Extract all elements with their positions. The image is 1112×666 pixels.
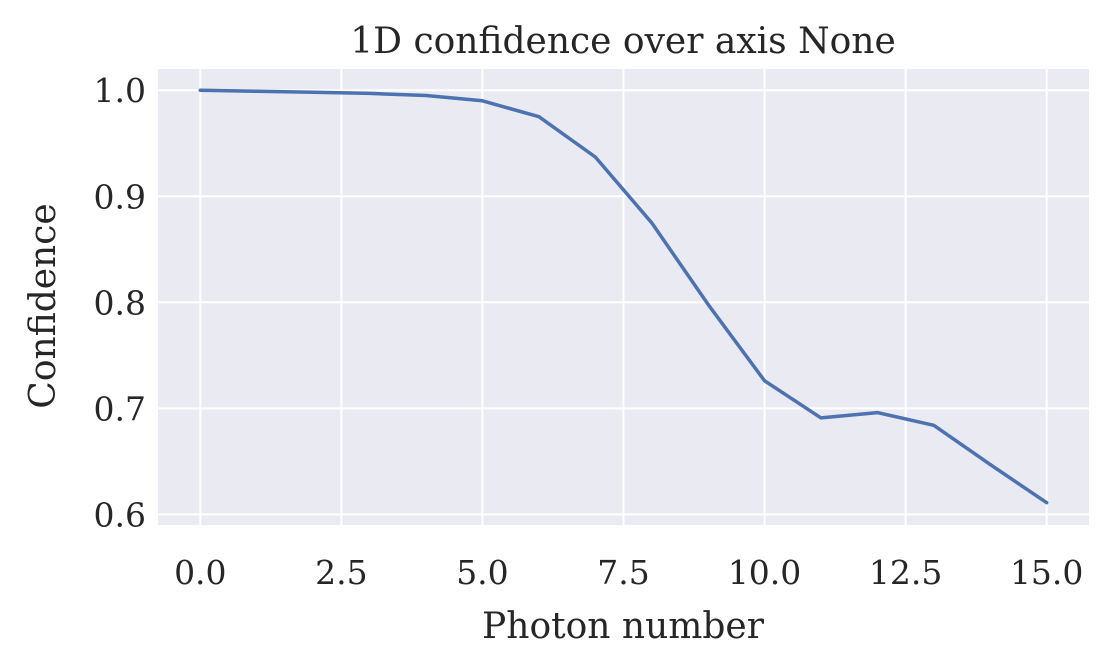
x-axis-label: Photon number: [482, 606, 765, 647]
y-axis-label: Confidence: [23, 203, 64, 408]
y-tick-label: 0.7: [94, 389, 146, 428]
x-tick-label: 7.5: [597, 553, 649, 592]
y-tick-label: 1.0: [94, 71, 146, 110]
series-layer: [198, 88, 1049, 505]
y-tick-label: 0.6: [94, 495, 146, 534]
x-tick-labels: 0.0 2.5 5.0 7.5 10.0 12.5 15.0: [174, 553, 1083, 592]
series-line: [198, 88, 1049, 505]
x-tick-label: 15.0: [1010, 553, 1083, 592]
x-tick-label: 2.5: [315, 553, 367, 592]
x-tick-label: 10.0: [728, 553, 801, 592]
x-tick-label: 0.0: [174, 553, 226, 592]
x-tick-label: 12.5: [869, 553, 942, 592]
x-gridlines: [199, 69, 1048, 525]
chart-title: 1D confidence over axis None: [350, 21, 896, 62]
y-tick-label: 0.9: [94, 177, 146, 216]
x-tick-label: 5.0: [456, 553, 508, 592]
y-tick-label: 0.8: [94, 283, 146, 322]
y-gridlines: [158, 89, 1089, 516]
y-tick-labels: 0.6 0.7 0.8 0.9 1.0: [94, 71, 146, 534]
